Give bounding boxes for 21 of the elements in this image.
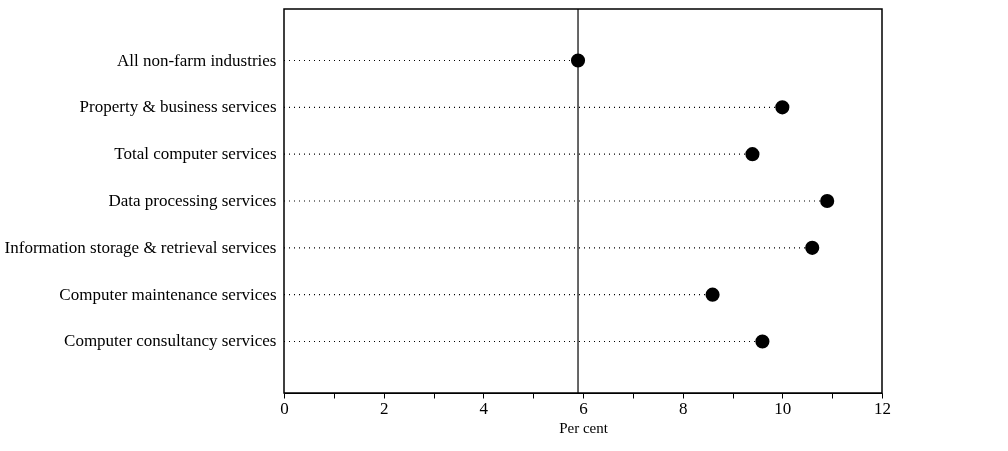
x-tick-label: 8 bbox=[678, 398, 688, 418]
y-tick-label: Total computer services bbox=[114, 144, 277, 164]
x-tick-label: 4 bbox=[479, 398, 489, 418]
x-tick-label: 12 bbox=[874, 398, 891, 418]
x-tick-label: 0 bbox=[280, 398, 289, 418]
point bbox=[755, 334, 770, 349]
y-tick-label: Computer consultancy services bbox=[64, 331, 277, 351]
point bbox=[775, 100, 790, 115]
point bbox=[820, 193, 835, 209]
x-tick-label: 6 bbox=[579, 398, 588, 418]
y-tick-label: Information storage & retrieval services bbox=[4, 237, 277, 257]
x-tick-label: 2 bbox=[379, 398, 389, 418]
y-tick-label: Computer maintenance services bbox=[59, 284, 277, 304]
point bbox=[745, 147, 760, 162]
x-tick-label: 10 bbox=[774, 398, 792, 418]
y-tick-label: Property & business services bbox=[79, 97, 277, 117]
y-tick-label: Data processing services bbox=[108, 191, 277, 210]
x-axis-title: Per cent bbox=[559, 419, 609, 436]
point bbox=[805, 240, 820, 255]
y-tick-label: All non-farm industries bbox=[116, 50, 277, 70]
point bbox=[705, 287, 720, 302]
